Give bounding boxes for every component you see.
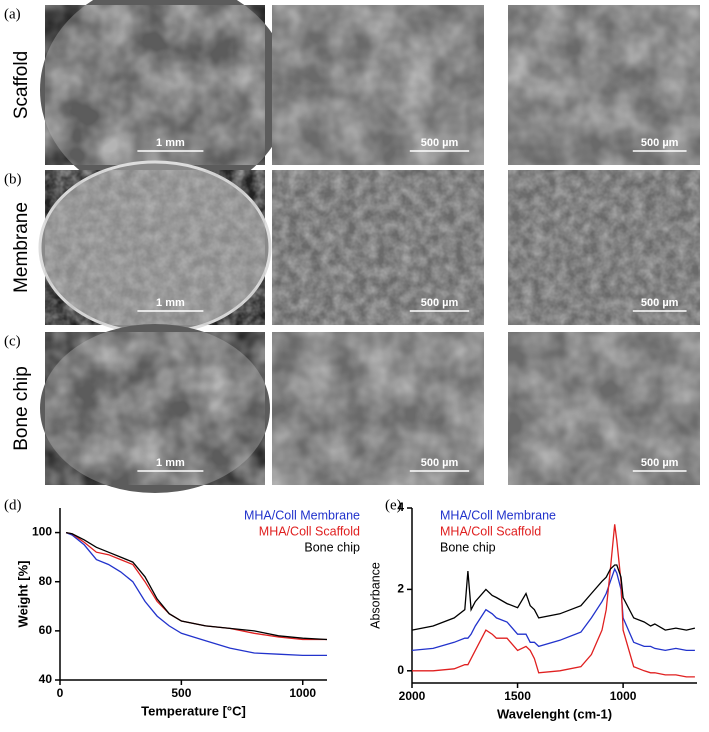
x-tick-label: 0 — [57, 686, 64, 700]
x-tick-label: 1000 — [289, 686, 316, 700]
legend-entry: MHA/Coll Scaffold — [259, 524, 360, 538]
x-tick-label: 2000 — [399, 689, 426, 703]
sem-texture — [45, 332, 265, 485]
x-tick-label: 1500 — [504, 689, 531, 703]
data-line — [412, 524, 695, 678]
x-axis-label: Temperature [°C] — [141, 703, 246, 718]
row-label: Bone chip — [11, 366, 32, 451]
sem-images: 1 mm 500 µm 500 µm 1 mm 500 µm 500 µm 1 mm 500 … — [38, 0, 700, 493]
x-tick-label: 1000 — [610, 689, 637, 703]
y-tick-label: 80 — [39, 574, 53, 588]
scale-bar-label: 1 mm — [156, 297, 185, 309]
y-tick-label: 100 — [32, 525, 52, 539]
x-axis-label: Wavelenght (cm-1) — [497, 706, 612, 721]
sem-texture — [272, 170, 484, 325]
sem-texture — [508, 332, 700, 485]
scale-bar-label: 500 µm — [641, 137, 679, 149]
panel-label: (c) — [4, 333, 21, 349]
sem-texture — [272, 332, 484, 485]
y-axis-label: Weight [%] — [15, 561, 30, 628]
data-line — [65, 531, 327, 657]
sem-texture — [45, 5, 265, 165]
panel-label: (d) — [4, 497, 22, 513]
legend-entry: Bone chip — [304, 540, 360, 554]
sem-texture — [45, 170, 265, 325]
panel-label: (a) — [4, 6, 21, 22]
data-line — [411, 564, 696, 631]
y-tick-label: 60 — [39, 623, 53, 637]
panel-label: (b) — [4, 171, 22, 187]
panel-label: (e) — [385, 497, 402, 513]
sem-texture — [508, 170, 700, 325]
data-line — [65, 531, 328, 641]
sem-texture — [272, 5, 484, 165]
scale-bar-label: 500 µm — [641, 457, 679, 469]
legend-entry: Bone chip — [440, 540, 496, 554]
legend-entry: MHA/Coll Membrane — [244, 508, 360, 522]
y-tick-label: 4 — [397, 500, 404, 514]
row-label: Membrane — [11, 202, 32, 293]
y-tick-label: 40 — [39, 672, 53, 686]
legend-entry: MHA/Coll Scaffold — [440, 524, 541, 538]
sem-texture — [508, 5, 700, 165]
scale-bar-label: 500 µm — [421, 297, 459, 309]
scale-bar-label: 1 mm — [156, 137, 185, 149]
data-line — [411, 567, 695, 652]
data-line — [65, 531, 327, 641]
legend-entry: MHA/Coll Membrane — [440, 508, 556, 522]
x-tick-label: 500 — [171, 686, 191, 700]
scale-bar-label: 1 mm — [156, 457, 185, 469]
y-tick-label: 0 — [397, 663, 404, 677]
scale-bar-label: 500 µm — [421, 137, 459, 149]
scale-bar-label: 500 µm — [641, 297, 679, 309]
y-tick-label: 2 — [397, 582, 404, 596]
scale-bar-label: 500 µm — [421, 457, 459, 469]
row-label: Scaffold — [11, 51, 32, 119]
y-axis-label: Absorbance — [368, 562, 382, 629]
